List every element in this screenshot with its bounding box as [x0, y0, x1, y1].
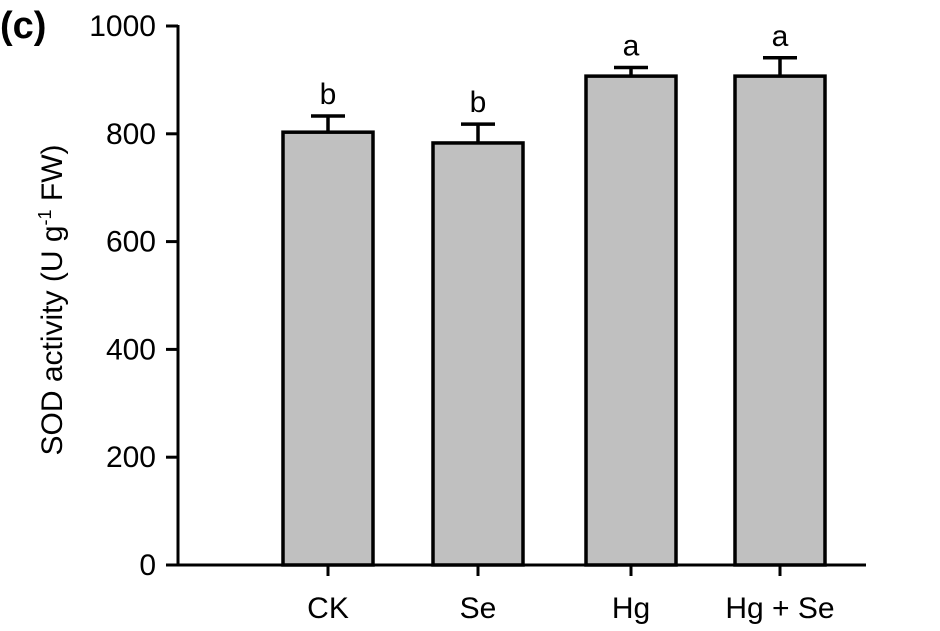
error-bar-hg [614, 65, 648, 77]
error-bar-ck [311, 114, 345, 133]
y-tick-label: 400 [106, 333, 156, 366]
panel-label: (c) [0, 5, 46, 47]
x-tick-label: CK [307, 592, 349, 625]
significance-letter: b [470, 86, 487, 119]
y-tick-label: 800 [106, 118, 156, 151]
y-axis-label: SOD activity (U g-1 FW) [35, 144, 69, 455]
y-axis-label-superscript: -1 [35, 209, 55, 225]
y-tick-label: 0 [139, 549, 156, 582]
bar-ck [281, 130, 375, 567]
bars-group: b b a a [281, 20, 827, 567]
y-axis-label-tail: FW) [36, 144, 69, 209]
error-bar-hg-se [763, 56, 797, 77]
bar-hg-se [733, 74, 827, 567]
bar-se [431, 141, 525, 567]
bar-hg [584, 74, 678, 567]
x-axis: CK Se Hg Hg + Se [176, 563, 866, 625]
y-axis-label-main: SOD activity (U g [36, 225, 69, 455]
error-bar-se [461, 122, 495, 143]
x-tick-label: Se [460, 592, 497, 625]
significance-letter: a [623, 30, 640, 63]
y-tick-label: 1000 [89, 10, 156, 43]
y-axis: 0 200 400 600 800 1000 [89, 10, 180, 582]
y-tick-label: 600 [106, 226, 156, 259]
significance-letter: b [320, 78, 337, 111]
significance-letter: a [772, 20, 789, 53]
x-tick-label: Hg [612, 592, 650, 625]
y-tick-label: 200 [106, 441, 156, 474]
x-tick-label: Hg + Se [725, 592, 834, 625]
